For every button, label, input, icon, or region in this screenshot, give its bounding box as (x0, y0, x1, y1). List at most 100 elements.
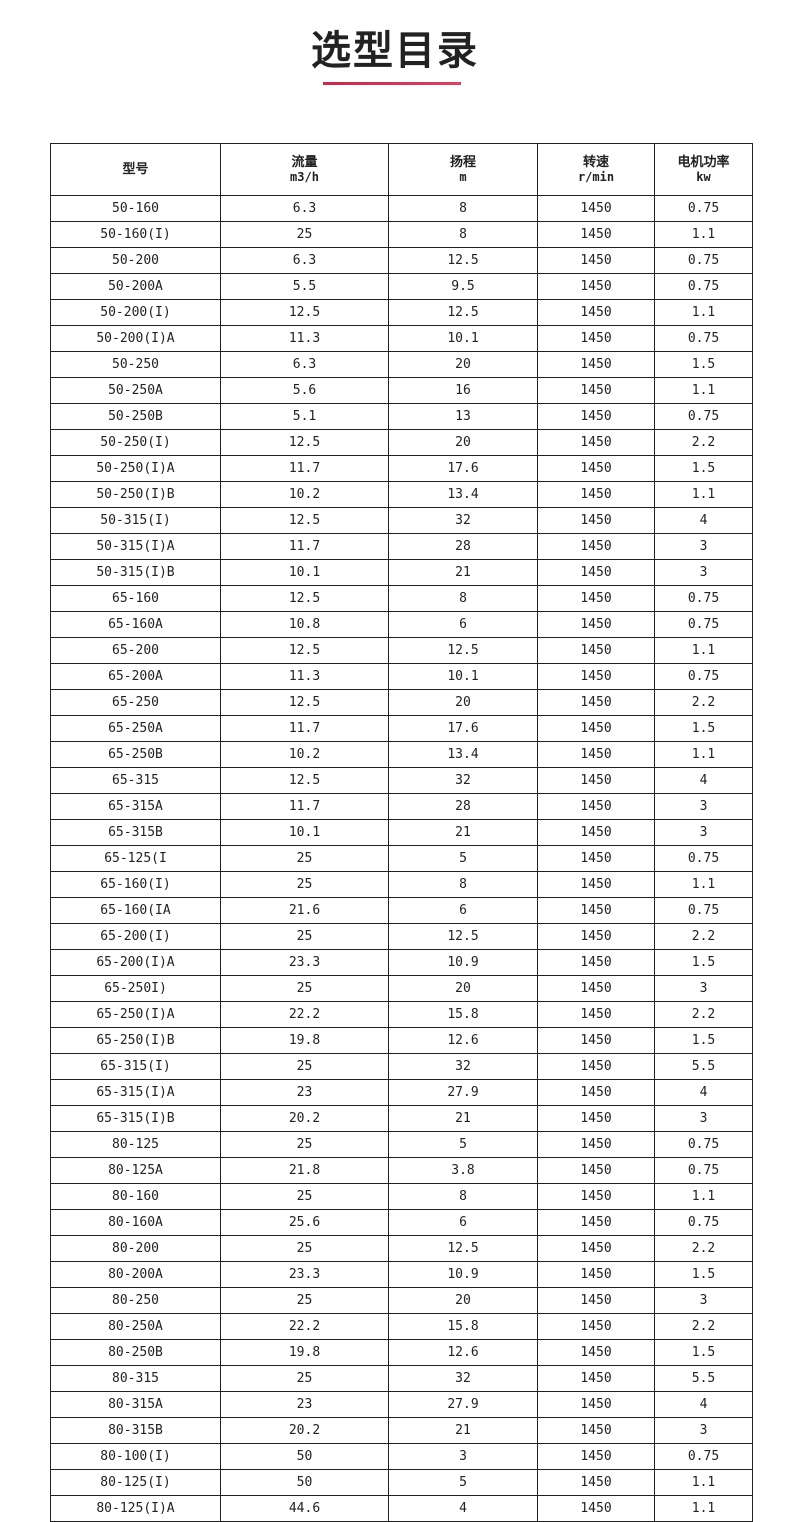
cell-head: 17.6 (388, 715, 538, 742)
cell-model: 65-200(I) (50, 923, 221, 950)
cell-power: 2.2 (654, 923, 753, 950)
cell-model: 65-160A (50, 611, 221, 638)
header-unit: kw (696, 169, 711, 184)
cell-flow: 25 (220, 975, 389, 1002)
cell-model: 50-250B (50, 403, 221, 430)
cell-head: 12.5 (388, 637, 538, 664)
cell-head: 15.8 (388, 1313, 538, 1340)
table-row: 80-125 25 5 1450 0.75 (50, 1131, 753, 1158)
cell-flow: 10.2 (220, 741, 389, 768)
cell-model: 80-250B (50, 1339, 221, 1366)
cell-speed: 1450 (537, 299, 655, 326)
cell-model: 80-125(I) (50, 1469, 221, 1496)
cell-flow: 12.5 (220, 767, 389, 794)
cell-speed: 1450 (537, 1131, 655, 1158)
cell-speed: 1450 (537, 325, 655, 352)
cell-flow: 10.8 (220, 611, 389, 638)
table-row: 65-315(I)A 23 27.9 1450 4 (50, 1079, 753, 1106)
cell-model: 80-125(I)A (50, 1495, 221, 1522)
cell-flow: 25 (220, 871, 389, 898)
table-row: 65-160(I) 25 8 1450 1.1 (50, 871, 753, 898)
cell-power: 0.75 (654, 1209, 753, 1236)
cell-flow: 19.8 (220, 1339, 389, 1366)
cell-head: 21 (388, 1417, 538, 1444)
cell-power: 3 (654, 533, 753, 560)
cell-speed: 1450 (537, 533, 655, 560)
cell-flow: 23 (220, 1391, 389, 1418)
cell-power: 1.1 (654, 1469, 753, 1496)
cell-flow: 11.7 (220, 533, 389, 560)
cell-flow: 22.2 (220, 1001, 389, 1028)
cell-power: 3 (654, 793, 753, 820)
header-speed: 转速 r/min (537, 143, 655, 196)
cell-model: 65-250(I)B (50, 1027, 221, 1054)
cell-speed: 1450 (537, 611, 655, 638)
cell-head: 8 (388, 871, 538, 898)
table-row: 65-315(I) 25 32 1450 5.5 (50, 1053, 753, 1080)
cell-power: 1.1 (654, 377, 753, 404)
cell-speed: 1450 (537, 689, 655, 716)
cell-speed: 1450 (537, 1079, 655, 1106)
cell-flow: 25 (220, 1365, 389, 1392)
cell-model: 50-200 (50, 247, 221, 274)
cell-power: 4 (654, 1079, 753, 1106)
table-row: 80-160 25 8 1450 1.1 (50, 1183, 753, 1210)
cell-speed: 1450 (537, 1313, 655, 1340)
cell-model: 65-250B (50, 741, 221, 768)
cell-speed: 1450 (537, 1001, 655, 1028)
cell-speed: 1450 (537, 1209, 655, 1236)
table-row: 65-250 12.5 20 1450 2.2 (50, 689, 753, 716)
cell-head: 20 (388, 429, 538, 456)
table-row: 80-250B 19.8 12.6 1450 1.5 (50, 1339, 753, 1366)
cell-model: 50-250(I) (50, 429, 221, 456)
table-row: 50-315(I) 12.5 32 1450 4 (50, 507, 753, 534)
cell-head: 12.6 (388, 1027, 538, 1054)
cell-model: 80-250 (50, 1287, 221, 1314)
cell-flow: 12.5 (220, 299, 389, 326)
cell-head: 21 (388, 819, 538, 846)
cell-head: 28 (388, 533, 538, 560)
cell-power: 1.1 (654, 221, 753, 248)
cell-flow: 21.6 (220, 897, 389, 924)
header-flow: 流量 m3/h (220, 143, 389, 196)
cell-power: 4 (654, 1391, 753, 1418)
cell-head: 8 (388, 221, 538, 248)
cell-power: 3 (654, 1417, 753, 1444)
table-row: 65-315(I)B 20.2 21 1450 3 (50, 1105, 753, 1132)
cell-speed: 1450 (537, 637, 655, 664)
cell-model: 80-315 (50, 1365, 221, 1392)
cell-speed: 1450 (537, 793, 655, 820)
cell-flow: 19.8 (220, 1027, 389, 1054)
header-unit: r/min (577, 169, 615, 184)
cell-power: 5.5 (654, 1053, 753, 1080)
cell-flow: 11.7 (220, 455, 389, 482)
cell-power: 1.5 (654, 1027, 753, 1054)
cell-speed: 1450 (537, 975, 655, 1002)
cell-speed: 1450 (537, 1365, 655, 1392)
cell-power: 1.5 (654, 949, 753, 976)
table-row: 65-125(I 25 5 1450 0.75 (50, 845, 753, 872)
cell-model: 65-160(I) (50, 871, 221, 898)
cell-flow: 10.1 (220, 559, 389, 586)
cell-power: 1.5 (654, 1339, 753, 1366)
table-header-row: 型号 流量 m3/h 扬程 m 转速 r/min 电机功率 kw (50, 143, 753, 196)
cell-flow: 11.3 (220, 663, 389, 690)
cell-flow: 12.5 (220, 637, 389, 664)
cell-flow: 12.5 (220, 429, 389, 456)
cell-head: 32 (388, 767, 538, 794)
cell-model: 65-200(I)A (50, 949, 221, 976)
cell-speed: 1450 (537, 715, 655, 742)
cell-head: 6 (388, 611, 538, 638)
cell-flow: 20.2 (220, 1105, 389, 1132)
cell-speed: 1450 (537, 247, 655, 274)
cell-flow: 22.2 (220, 1313, 389, 1340)
cell-head: 20 (388, 351, 538, 378)
table-row: 50-160(I) 25 8 1450 1.1 (50, 221, 753, 248)
cell-head: 21 (388, 1105, 538, 1132)
cell-head: 28 (388, 793, 538, 820)
table-body: 50-160 6.3 8 1450 0.75 50-160(I) 25 8 1450 1.1 50-… (50, 195, 753, 1522)
cell-flow: 25.6 (220, 1209, 389, 1236)
cell-speed: 1450 (537, 377, 655, 404)
cell-head: 8 (388, 1183, 538, 1210)
cell-model: 80-160A (50, 1209, 221, 1236)
